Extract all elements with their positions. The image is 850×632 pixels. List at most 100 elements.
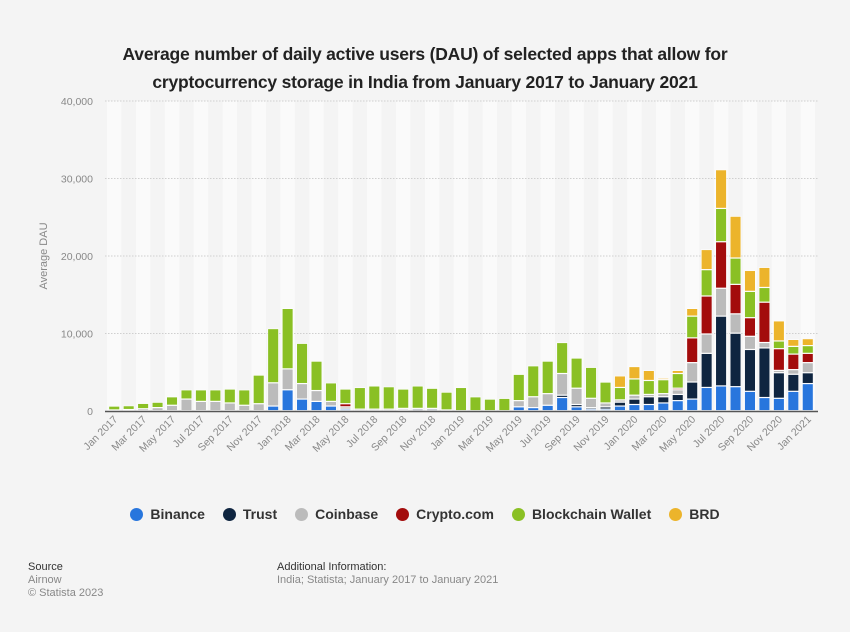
bar-segment-coinbase <box>339 406 352 410</box>
gridlines <box>105 100 818 334</box>
bar-segment-brd <box>744 270 756 292</box>
bar-segment-binance <box>802 383 814 411</box>
bar-segment-blockchain-wallet <box>527 365 539 397</box>
bar-segment-trust <box>758 347 771 398</box>
column-band <box>367 101 382 411</box>
bar-segment-trust <box>556 395 568 398</box>
legend-item-crypto-com[interactable]: Crypto.com <box>396 506 494 522</box>
bar-segment-blockchain-wallet <box>787 346 799 355</box>
bar-segment-coinbase <box>700 333 713 354</box>
legend-dot-brd-icon <box>669 507 683 521</box>
bar-segment-trust <box>585 407 597 410</box>
y-tick-label: 40,000 <box>61 96 93 108</box>
bar-segment-coinbase <box>440 409 453 412</box>
bar-segment-crypto-com <box>758 302 771 343</box>
chart-title-line-2: cryptocurrency storage in India from Jan… <box>152 72 698 92</box>
bar-segment-binance <box>628 404 641 411</box>
bar-segment-coinbase <box>657 393 669 397</box>
bar-segment-binance <box>542 405 554 411</box>
bar-segment-binance <box>296 399 308 411</box>
bar-segment-binance <box>614 406 626 411</box>
bar-segment-coinbase <box>513 400 525 407</box>
bar-segment-blockchain-wallet <box>440 392 453 410</box>
column-band <box>135 101 151 411</box>
bar-segment-blockchain-wallet <box>498 398 510 411</box>
y-tick-label: 10,000 <box>61 329 93 341</box>
bar-segment-coinbase <box>137 408 149 411</box>
bar-segment-trust <box>773 372 785 399</box>
legend-item-coinbase[interactable]: Coinbase <box>295 506 378 522</box>
bar-segment-coinbase <box>354 409 366 411</box>
bar-segment-crypto-com <box>700 295 713 334</box>
chart-title: Average number of daily active users (DA… <box>0 40 850 96</box>
bar-segment-blockchain-wallet <box>542 361 554 394</box>
bar-segment-coinbase <box>686 362 698 383</box>
bar-segment-binance <box>787 391 799 411</box>
bar-segment-blockchain-wallet <box>224 388 236 403</box>
bar-segment-blockchain-wallet <box>729 258 742 285</box>
bar-segment-coinbase <box>310 390 323 402</box>
legend-label: Coinbase <box>315 506 379 522</box>
bar-segment-trust <box>628 399 641 405</box>
bar-segment-crypto-com <box>715 241 727 289</box>
bar-segment-brd <box>715 169 727 209</box>
legend-item-binance[interactable]: Binance <box>130 506 205 522</box>
bar-segment-binance <box>325 406 337 411</box>
bar-segment-coinbase <box>599 402 612 407</box>
bar-segment-crypto-com <box>744 317 756 337</box>
y-tick-label: 30,000 <box>61 174 93 186</box>
bar-segment-blockchain-wallet <box>238 389 250 406</box>
bar-segment-trust <box>700 353 713 388</box>
bar-segment-trust <box>802 372 814 384</box>
bar-segment-binance <box>599 409 612 411</box>
bar-segment-blockchain-wallet <box>744 291 756 318</box>
bar-segment-brd <box>802 338 814 346</box>
bar-segment-coinbase <box>758 342 771 348</box>
bar-segment-crypto-com <box>802 353 814 363</box>
bar-segment-crypto-com <box>729 284 742 314</box>
bar-segment-coinbase <box>368 409 380 411</box>
bar-segment-crypto-com <box>686 337 698 363</box>
bar-segment-binance <box>281 389 294 411</box>
bar-segment-blockchain-wallet <box>383 386 395 410</box>
legend-item-blockchain-wallet[interactable]: Blockchain Wallet <box>511 506 651 522</box>
bar-segment-binance <box>729 386 742 411</box>
bar-segment-coinbase <box>224 402 236 411</box>
bar-segment-trust <box>787 374 799 392</box>
bar-segment-coinbase <box>151 407 164 411</box>
bar-segment-coinbase <box>570 388 583 405</box>
bar-segment-blockchain-wallet <box>657 379 669 394</box>
bar-segment-trust <box>426 409 438 411</box>
bar-segment-blockchain-wallet <box>469 396 482 411</box>
bar-segment-blockchain-wallet <box>267 328 279 383</box>
bar-segment-blockchain-wallet <box>397 388 409 409</box>
bar-segment-trust <box>744 349 756 392</box>
bar-segment-blockchain-wallet <box>556 342 568 374</box>
bar-segment-blockchain-wallet <box>137 403 149 409</box>
bar-segment-trust <box>570 404 583 407</box>
bar-segment-brd <box>657 378 669 380</box>
legend-item-trust[interactable]: Trust <box>222 506 277 522</box>
bar-segment-trust <box>599 406 612 410</box>
bar-segment-coinbase <box>527 396 539 408</box>
additional-info-heading: Additional Information: <box>277 561 387 573</box>
bar-segment-coinbase <box>267 382 279 407</box>
y-tick-label: 0 <box>87 406 93 418</box>
bar-segment-blockchain-wallet <box>686 316 698 338</box>
bar-segment-blockchain-wallet <box>628 378 641 396</box>
bar-segment-brd <box>686 308 698 317</box>
bar-segment-binance <box>527 407 539 411</box>
bar-segment-coinbase <box>715 288 727 317</box>
bar-segment-coinbase <box>123 409 135 411</box>
bar-segment-coinbase <box>744 336 756 350</box>
legend-item-brd[interactable]: BRD <box>669 506 720 522</box>
additional-info-value: India; Statista; January 2017 to January… <box>277 574 499 586</box>
legend-label: BRD <box>689 506 720 522</box>
bar-segment-brd <box>729 216 742 259</box>
bar-segment-brd <box>672 370 684 374</box>
bar-segment-crypto-com <box>672 388 684 390</box>
bar-segment-blockchain-wallet <box>570 357 583 389</box>
bar-segment-blockchain-wallet <box>599 382 612 403</box>
bar-segment-coinbase <box>802 362 814 373</box>
y-axis-tick-labels: 0 10,000 20,000 30,000 40,000 <box>61 96 93 418</box>
